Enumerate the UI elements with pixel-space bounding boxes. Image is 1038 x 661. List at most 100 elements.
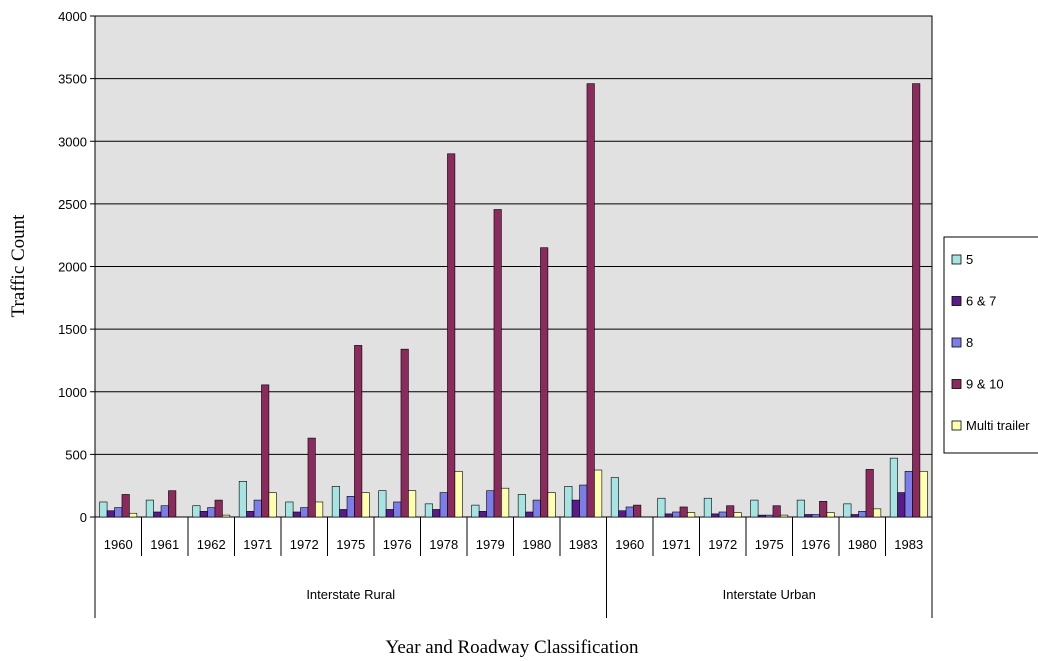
bar — [346, 496, 355, 518]
bar — [121, 494, 130, 518]
x-tick-label: 1960 — [104, 537, 133, 552]
bar — [493, 209, 502, 518]
bar — [153, 511, 162, 518]
bar — [517, 494, 526, 518]
legend-swatch — [951, 379, 962, 389]
bar — [300, 507, 309, 518]
bar — [679, 506, 688, 518]
bar — [850, 514, 859, 518]
x-tick-label: 1975 — [336, 537, 365, 552]
x-tick-label: 1975 — [755, 537, 784, 552]
bar — [214, 499, 223, 518]
bar — [625, 506, 634, 518]
legend-swatch — [951, 337, 962, 348]
bar — [439, 492, 448, 518]
bar — [261, 384, 270, 518]
bar — [919, 470, 928, 518]
legend-label: Multi trailer — [966, 418, 1030, 433]
x-tick-label: 1980 — [848, 537, 877, 552]
bar — [486, 490, 495, 518]
bar — [106, 510, 115, 518]
bar — [687, 512, 696, 518]
bar — [168, 490, 177, 518]
bar — [858, 511, 867, 518]
bar — [385, 509, 394, 518]
x-tick-label: 1971 — [662, 537, 691, 552]
bar — [432, 509, 441, 518]
x-tick-label: 1972 — [708, 537, 737, 552]
bar — [222, 514, 231, 518]
bar — [889, 457, 898, 518]
bar — [811, 514, 820, 518]
bar — [207, 507, 216, 518]
bar — [804, 514, 813, 518]
x-tick-label: 1980 — [522, 537, 551, 552]
bar — [765, 514, 774, 518]
bar — [904, 470, 913, 518]
x-tick-label: 1972 — [290, 537, 319, 552]
bar — [711, 513, 720, 518]
legend-label: 6 & 7 — [966, 294, 996, 309]
bars — [99, 83, 928, 518]
bar — [726, 505, 735, 518]
bar — [268, 492, 277, 518]
x-tick-label: 1978 — [429, 537, 458, 552]
bar — [238, 481, 247, 518]
legend-swatch — [951, 420, 962, 431]
x-axis: 1960 1961 1962 1971 1972 1975 1976 1978 1979 1980… — [94, 517, 933, 618]
bar — [315, 501, 324, 518]
legend-swatch — [951, 296, 962, 306]
bar — [703, 497, 712, 518]
bar — [408, 490, 417, 518]
bar — [454, 470, 463, 518]
bar — [796, 499, 805, 518]
bar — [292, 511, 301, 518]
bar — [826, 512, 835, 518]
legend-label: 5 — [966, 252, 973, 267]
bar — [586, 83, 595, 518]
legend-swatch — [951, 254, 962, 265]
x-tick-label: 1983 — [894, 537, 923, 552]
bar — [285, 501, 294, 518]
bar — [657, 497, 666, 518]
y-tick-label: 2000 — [58, 260, 87, 275]
x-group-label: Interstate Urban — [723, 587, 816, 602]
x-group-label: Interstate Rural — [306, 587, 395, 602]
y-axis-title: Traffic Count — [8, 214, 29, 318]
x-tick-label: 1961 — [150, 537, 179, 552]
bar — [447, 153, 456, 518]
bar — [540, 247, 549, 518]
bar — [160, 505, 169, 518]
bar — [478, 511, 487, 518]
legend-label: 8 — [966, 335, 973, 350]
x-tick-label: 1962 — [197, 537, 226, 552]
bar — [525, 511, 534, 518]
y-tick-label: 4000 — [58, 9, 87, 24]
x-tick-label: 1971 — [243, 537, 272, 552]
bar — [664, 513, 673, 518]
bar — [424, 503, 433, 518]
bar — [819, 501, 828, 518]
y-tick-label: 0 — [80, 510, 87, 525]
bar — [594, 469, 603, 518]
bar — [199, 511, 208, 518]
bar — [331, 486, 340, 518]
bar — [129, 512, 138, 518]
bar — [733, 512, 742, 518]
bar — [718, 511, 727, 518]
bar — [547, 492, 556, 518]
bar — [99, 501, 108, 518]
bar — [253, 499, 262, 518]
bar — [618, 510, 627, 518]
bar — [378, 490, 387, 518]
bar — [361, 492, 370, 518]
y-tick-label: 2500 — [58, 197, 87, 212]
y-tick-label: 3500 — [58, 72, 87, 87]
bar — [873, 508, 882, 518]
legend: 5 6 & 7 8 9 & 10 Multi trailer — [943, 236, 1038, 454]
bar — [610, 477, 619, 518]
bar — [672, 511, 681, 518]
bar — [532, 499, 541, 518]
bar — [897, 492, 906, 518]
